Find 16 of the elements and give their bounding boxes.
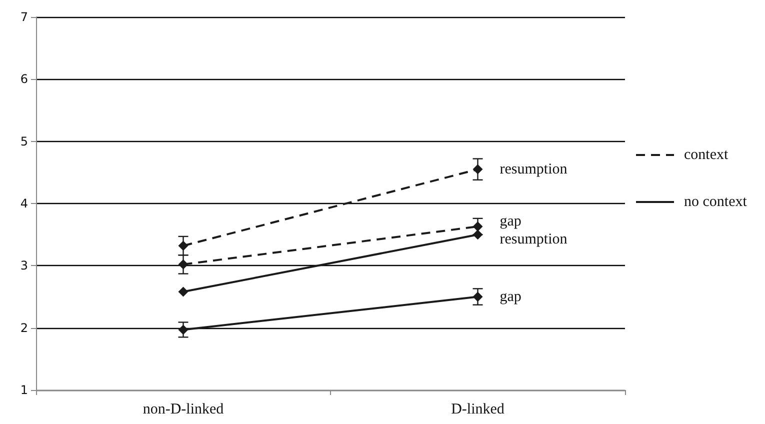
- x-tick-label: non-D-linked: [142, 402, 224, 418]
- y-tick-label: 5: [20, 134, 28, 148]
- y-tick-label: 7: [20, 10, 28, 24]
- series-label: gap: [500, 214, 522, 230]
- y-tick-label: 2: [20, 320, 28, 335]
- text: no context: [684, 194, 747, 210]
- y-tick-label: 3: [20, 258, 28, 273]
- y-tick-label: 6: [20, 72, 28, 86]
- x-tick-label: D-linked: [451, 402, 505, 418]
- series-label: resumption: [500, 161, 568, 178]
- series-label: resumption: [500, 232, 568, 248]
- series-label: gap: [500, 288, 522, 305]
- y-tick-label: 1: [20, 383, 28, 397]
- y-tick-label: 4: [20, 196, 28, 210]
- point: [178, 286, 188, 297]
- text: context: [684, 146, 728, 164]
